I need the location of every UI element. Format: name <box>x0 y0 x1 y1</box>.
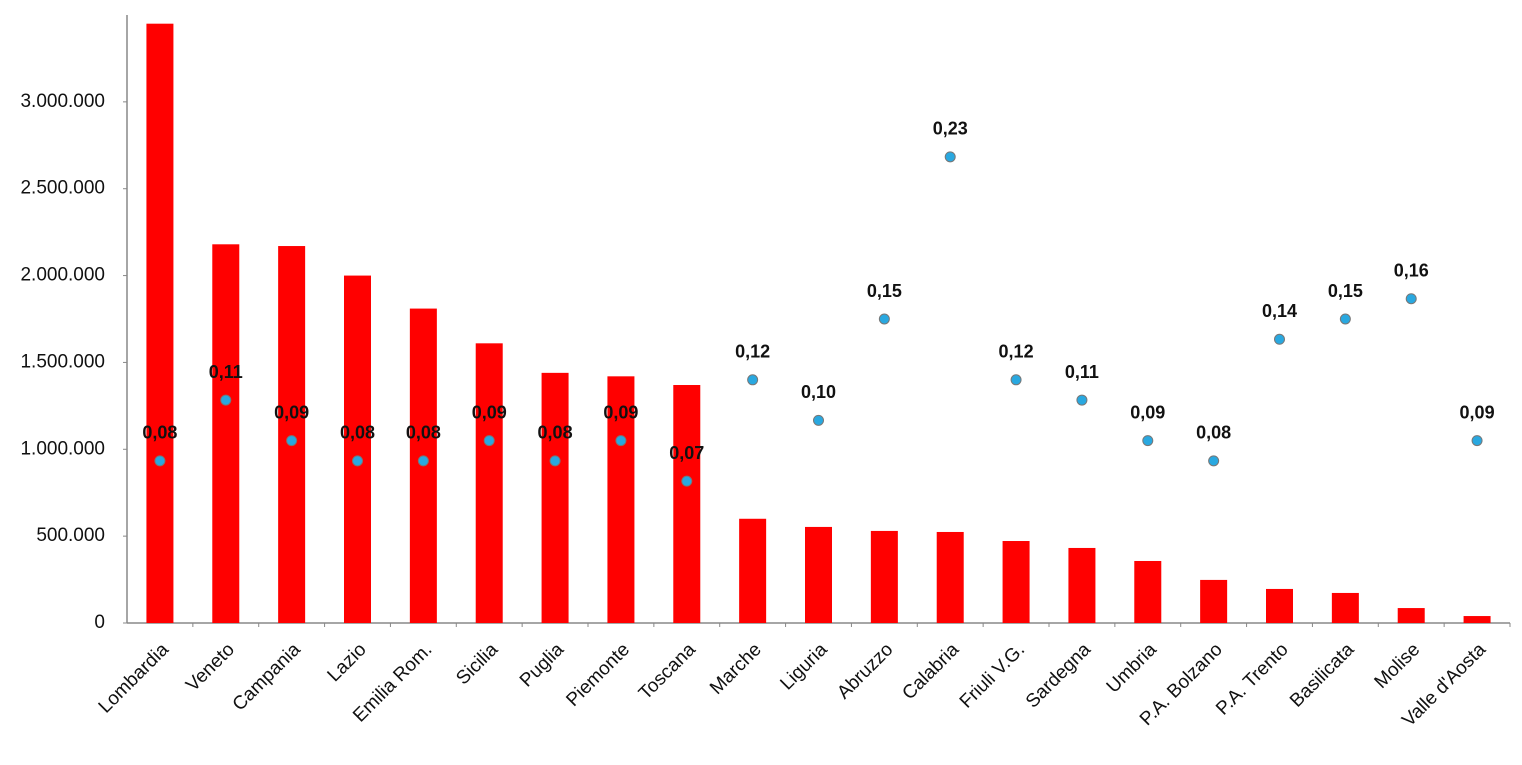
bar <box>278 246 306 624</box>
bar <box>870 530 898 623</box>
x-tick-label: P.A. Trento <box>1212 639 1292 719</box>
value-label: 0,08 <box>340 423 375 443</box>
x-tick-label: Sicilia <box>452 639 502 689</box>
value-label: 0,08 <box>142 423 177 443</box>
dot <box>1274 333 1285 345</box>
y-tick-label: 3.000.000 <box>20 91 105 112</box>
value-label: 0,09 <box>274 402 309 422</box>
dot <box>483 435 495 447</box>
dot <box>878 313 890 325</box>
dot <box>1076 394 1088 406</box>
bar <box>1002 541 1030 623</box>
bar <box>1463 616 1491 623</box>
dot <box>352 455 363 467</box>
x-tick-label: Lazio <box>324 639 371 686</box>
bar <box>1266 588 1293 623</box>
x-tick-label: Lombardia <box>95 639 174 718</box>
bar <box>936 531 964 623</box>
value-label: 0,12 <box>999 342 1034 362</box>
value-label: 0,12 <box>735 342 770 362</box>
value-label: 0,08 <box>538 423 573 443</box>
value-label: 0,08 <box>406 423 441 443</box>
y-tick-label: 2.500.000 <box>20 178 105 199</box>
value-label: 0,09 <box>603 402 638 422</box>
value-label: 0,10 <box>801 382 836 402</box>
bar <box>1134 560 1162 623</box>
dot <box>549 455 561 467</box>
y-tick-label: 2.000.000 <box>20 265 105 286</box>
dot <box>154 455 166 467</box>
bar <box>344 275 371 623</box>
dot <box>1208 455 1220 467</box>
x-tick-label: Molise <box>1371 639 1425 693</box>
dot <box>1142 435 1154 447</box>
dot <box>681 475 693 487</box>
x-tick-label: Piemonte <box>562 639 634 711</box>
x-tick-label: Marche <box>706 639 766 699</box>
bar <box>1200 579 1228 623</box>
bar <box>212 244 240 623</box>
x-tick-label: Toscana <box>635 639 700 704</box>
x-tick-label: Veneto <box>182 639 239 696</box>
bar <box>475 343 503 623</box>
value-label: 0,08 <box>1196 423 1231 443</box>
dot <box>615 435 627 447</box>
bar <box>1397 608 1425 623</box>
dot <box>747 374 759 386</box>
bar <box>739 518 767 623</box>
value-label: 0,09 <box>1460 402 1495 422</box>
bar <box>1068 547 1096 623</box>
dot <box>1010 374 1022 386</box>
value-label: 0,15 <box>1328 281 1363 301</box>
x-tick-label: Basilicata <box>1286 639 1359 712</box>
x-tick-label: Friuli V.G. <box>956 639 1029 712</box>
y-tick-label: 0 <box>94 612 105 633</box>
value-label: 0,09 <box>1130 402 1165 422</box>
y-tick-label: 500.000 <box>36 525 105 546</box>
bar <box>1331 592 1359 623</box>
bar <box>805 526 832 623</box>
value-label: 0,14 <box>1262 301 1297 321</box>
y-tick-label: 1.000.000 <box>20 438 105 459</box>
x-tick-label: Umbria <box>1103 639 1161 697</box>
dot <box>944 151 956 163</box>
dot <box>1405 293 1417 305</box>
dot <box>1339 313 1351 325</box>
dot <box>1471 435 1483 447</box>
bar <box>607 376 635 623</box>
value-label: 0,07 <box>669 443 704 463</box>
bar <box>541 372 569 623</box>
x-tick-label: Sardegna <box>1022 639 1095 712</box>
bar <box>146 23 174 623</box>
dot <box>813 414 824 426</box>
x-tick-label: Puglia <box>516 639 569 692</box>
value-label: 0,11 <box>209 362 243 382</box>
x-tick-label: Campania <box>229 639 305 715</box>
dot <box>220 394 232 406</box>
value-label: 0,16 <box>1394 260 1429 280</box>
dot <box>417 455 429 467</box>
x-tick-label: Abruzzo <box>833 639 897 703</box>
value-label: 0,15 <box>867 281 902 301</box>
value-label: 0,09 <box>472 402 507 422</box>
dot <box>286 435 298 447</box>
x-tick-label: Liguria <box>776 639 831 694</box>
value-label: 0,11 <box>1065 362 1099 382</box>
x-tick-label: Calabria <box>898 639 963 704</box>
y-tick-label: 1.500.000 <box>20 351 105 372</box>
value-label: 0,23 <box>933 119 968 139</box>
bar <box>673 385 701 623</box>
